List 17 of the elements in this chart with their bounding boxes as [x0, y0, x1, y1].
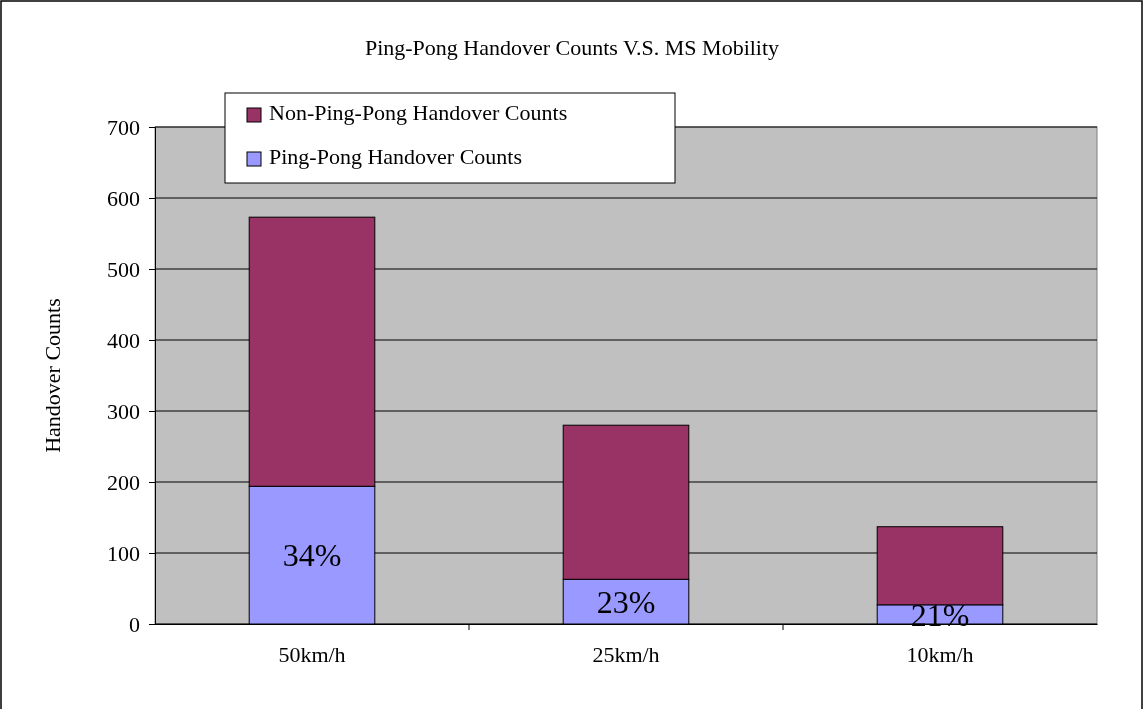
annotation: 34%: [282, 537, 342, 574]
legend-label: Non-Ping-Pong Handover Counts: [269, 100, 568, 126]
y-tick-label: 700: [107, 114, 140, 140]
legend-label: Ping-Pong Handover Counts: [269, 144, 522, 170]
y-tick-label: 200: [107, 469, 140, 495]
y-tick-label: 400: [107, 327, 140, 353]
x-tick-label: 50km/h: [278, 642, 346, 668]
y-tick-label: 300: [107, 398, 140, 424]
chart-title: Ping-Pong Handover Counts V.S. MS Mobility: [364, 35, 780, 60]
y-axis-title: Handover Counts: [40, 298, 65, 453]
annotation: 23%: [596, 583, 656, 620]
x-tick-label: 10km/h: [906, 642, 974, 668]
y-tick-label: 0: [129, 611, 140, 637]
y-tick-label: 600: [107, 185, 140, 211]
y-tick-label: 100: [107, 540, 140, 566]
x-tick-label: 25km/h: [592, 642, 660, 668]
y-tick-label: 500: [107, 256, 140, 282]
